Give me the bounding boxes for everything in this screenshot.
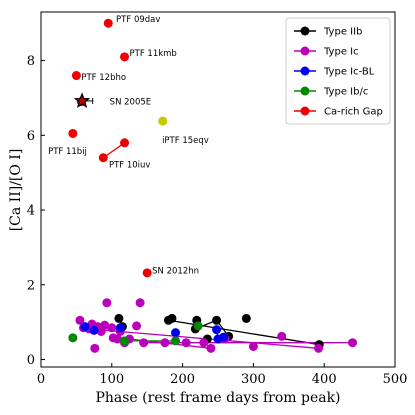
legend-label-type-ib-c: Type Ib/c: [323, 87, 368, 98]
point-type-ib-c-1: [120, 336, 130, 346]
point-type-ic-15: [132, 321, 142, 331]
annotation-4: PTF 11bij: [48, 147, 87, 157]
legend-label-type-ic: Type Ic: [323, 47, 359, 58]
point-type-ib-c-3: [193, 321, 203, 331]
point-type-ic-bl-2: [115, 323, 125, 333]
legend-label-type-ic-bl: Type Ic-BL: [323, 67, 375, 78]
point-type-ic-21: [206, 343, 216, 353]
point-type-iib-7: [212, 315, 222, 325]
point-type-iib-0: [114, 313, 124, 323]
x-tick-label-1: 100: [99, 372, 124, 387]
x-tick-label-0: 0: [37, 372, 45, 387]
plot-frame: [40, 11, 396, 368]
point-type-ib-c-2: [171, 336, 181, 346]
point-ca-rich-gap-5: [120, 138, 130, 148]
point-type-ic-8: [102, 298, 112, 308]
legend-marker-type-iib: [300, 26, 310, 36]
legend-marker-type-ic-bl: [300, 66, 310, 76]
y-tick-label-2: 4: [27, 204, 35, 219]
y-tick-label-4: 8: [27, 54, 35, 69]
y-axis-title: [Ca II]/[O I]: [8, 149, 24, 232]
point-type-ic-0: [75, 315, 85, 325]
point-type-ic-7: [100, 320, 110, 330]
point-type-ic-17: [139, 338, 149, 348]
point-type-ic-25: [314, 343, 324, 353]
annotation-7: SN 2012hn: [152, 267, 199, 277]
point-type-ic-bl-6: [219, 332, 229, 342]
x-axis-title: Phase (rest frame days from peak): [95, 390, 340, 406]
point-type-ic-11: [112, 334, 122, 344]
point-ca-rich-gap-2: [71, 71, 81, 81]
y-tick-label-1: 2: [27, 278, 35, 293]
point-type-ic-16: [135, 298, 145, 308]
point-type-ic-bl-3: [171, 328, 181, 338]
annotation-2: PTF 12bho: [81, 73, 126, 83]
point-ca-rich-gap-1: [120, 52, 130, 62]
legend-marker-ca-rich-gap: [300, 106, 310, 116]
annotation-5: PTF 10iuv: [109, 160, 151, 170]
point-type-ic-23: [248, 341, 258, 351]
legend: Type IIb Type Ic Type Ic-BL Type Ib/c Ca-ric…: [285, 17, 391, 125]
point-type-ic-26: [348, 338, 358, 348]
annotation-6: iPTF 15eqv: [162, 136, 209, 146]
annotation-1: PTF 11kmb: [130, 49, 177, 59]
legend-label-ca-rich-gap: Ca-rich Gap: [324, 107, 383, 118]
star-marker: [73, 92, 91, 108]
point-type-ic-24: [277, 331, 287, 341]
x-tick-label-5: 500: [383, 372, 408, 387]
legend-marker-type-ib-c: [300, 86, 310, 96]
legend-marker-type-ic: [300, 46, 310, 56]
plot-marks: PTF 09dav PTF 11kmb PTF 12bho SN 2005E PTF 1…: [48, 15, 358, 353]
point-ca-rich-gap-6: [98, 153, 108, 163]
point-ca-rich-gap-0: [103, 18, 113, 28]
point-type-ic-9: [107, 323, 117, 333]
legend-box: [285, 17, 391, 125]
point-type-ic-bl-0: [80, 322, 90, 332]
point-ca-rich-gap-4: [68, 128, 78, 138]
point-type-iib-3: [167, 313, 177, 323]
point-type-ic-20: [199, 338, 209, 348]
point-extra-0: [158, 116, 168, 126]
y-tick-label-3: 6: [27, 129, 35, 144]
point-type-ic-4: [90, 343, 100, 353]
y-tick-label-0: 0: [27, 353, 35, 368]
point-ca-rich-gap-7: [142, 268, 152, 278]
x-tick-label-3: 300: [241, 372, 266, 387]
point-type-ic-bl-4: [212, 325, 222, 335]
point-type-ic-18: [160, 338, 170, 348]
point-type-iib-9: [241, 313, 251, 323]
series-line-type-iib-0: [168, 319, 320, 346]
point-type-ic-19: [181, 338, 191, 348]
annotation-3: SN 2005E: [110, 98, 151, 108]
point-type-ic-bl-1: [89, 325, 99, 335]
legend-label-type-iib: Type IIb: [323, 27, 362, 38]
point-type-ib-c-0: [68, 333, 78, 343]
x-tick-label-4: 400: [312, 372, 337, 387]
annotation-0: PTF 09dav: [116, 15, 160, 25]
x-tick-label-2: 200: [170, 372, 195, 387]
axis-ticks: 0 100 200 300 400 500 0 2 4 6 8: [27, 54, 408, 387]
